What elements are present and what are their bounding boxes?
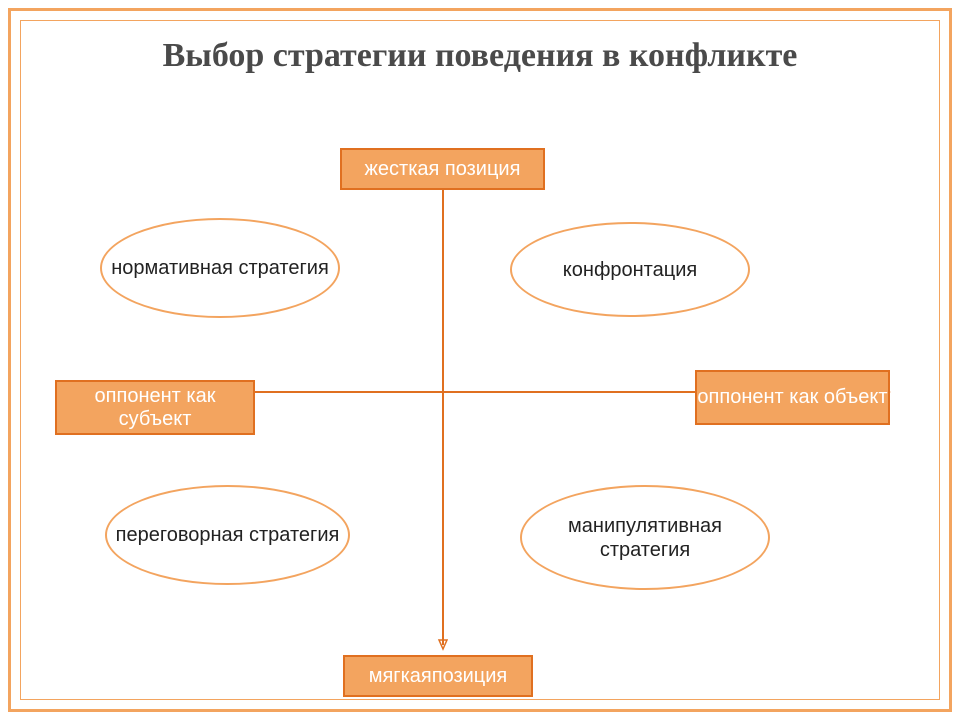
box-top-label: жесткая позиция bbox=[365, 158, 521, 181]
box-bottom-label: мягкаяпозиция bbox=[369, 665, 508, 688]
box-right: оппонент как объект bbox=[695, 370, 890, 425]
inner-frame bbox=[20, 20, 940, 700]
box-left: оппонент как субъект bbox=[55, 380, 255, 435]
ellipse-tr-label: конфронтация bbox=[563, 258, 697, 282]
box-right-label: оппонент как объект bbox=[697, 386, 887, 409]
box-top: жесткая позиция bbox=[340, 148, 545, 190]
box-bottom: мягкаяпозиция bbox=[343, 655, 533, 697]
ellipse-tl-label: нормативная стратегия bbox=[111, 256, 329, 280]
ellipse-bottom-left: переговорная стратегия bbox=[105, 485, 350, 585]
slide-title: Выбор стратегии поведения в конфликте bbox=[0, 35, 960, 78]
ellipse-bottom-right: манипулятивная стратегия bbox=[520, 485, 770, 590]
ellipse-top-right: конфронтация bbox=[510, 222, 750, 317]
box-left-label: оппонент как субъект bbox=[57, 385, 253, 431]
ellipse-bl-label: переговорная стратегия bbox=[116, 523, 340, 547]
ellipse-top-left: нормативная стратегия bbox=[100, 218, 340, 318]
ellipse-br-label: манипулятивная стратегия bbox=[522, 514, 768, 562]
slide: Выбор стратегии поведения в конфликте же… bbox=[0, 0, 960, 720]
